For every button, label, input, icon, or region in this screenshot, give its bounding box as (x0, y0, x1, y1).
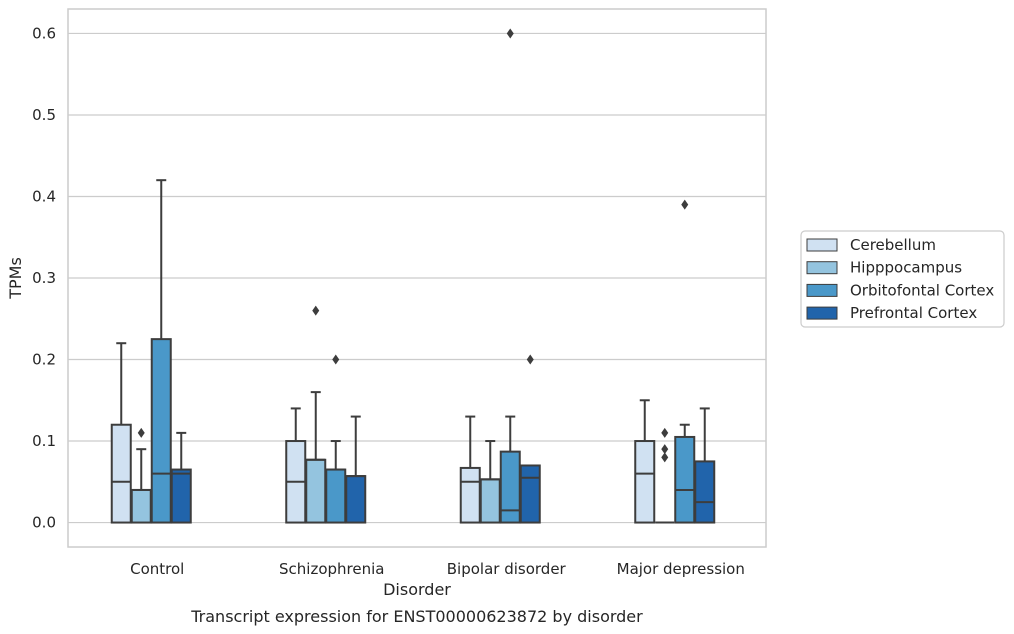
box-hipppocampus (655, 427, 675, 524)
legend-label: Orbitofontal Cortex (850, 281, 994, 299)
legend-frame (800, 230, 1005, 328)
outlier-point (661, 452, 669, 463)
box-body (479, 478, 501, 524)
box-body (130, 488, 152, 524)
box-body (170, 468, 192, 524)
plot-area-frame (67, 8, 767, 548)
x-tick-label: Schizophrenia (279, 560, 384, 578)
legend-label: Hipppocampus (850, 259, 962, 277)
outlier-point (526, 354, 534, 365)
box-body (150, 338, 172, 524)
box-orbitofontal-cortex (325, 354, 347, 524)
box-body (110, 423, 132, 524)
x-axis-ticks: Control Schizophrenia Bipolar disorder Majo… (130, 560, 745, 578)
y-tick-label: 0.0 (32, 514, 56, 532)
box-body (674, 435, 696, 524)
chart-title: Transcript expression for ENST0000062387… (190, 607, 643, 626)
y-tick-label: 0.5 (32, 106, 56, 124)
legend-swatch (806, 283, 838, 297)
y-tick-label: 0.4 (32, 187, 56, 205)
outlier-point (661, 444, 669, 455)
y-axis-label: TPMs (6, 257, 25, 300)
y-axis-ticks: 0.0 0.1 0.2 0.3 0.4 0.5 0.6 (32, 24, 56, 531)
box-body (694, 460, 716, 524)
box-hipppocampus (130, 427, 152, 524)
legend: Cerebellum Hipppocampus Orbitofontal Corte… (800, 230, 1005, 328)
box-prefrontal-cortex (170, 431, 192, 524)
x-tick-label: Control (130, 560, 184, 578)
box-body (634, 440, 656, 524)
box-prefrontal-cortex (694, 407, 716, 524)
legend-label: Cerebellum (850, 236, 936, 254)
box-body (499, 450, 521, 524)
box-orbitofontal-cortex (674, 199, 696, 524)
outlier-point (506, 28, 514, 39)
box-plots (110, 28, 716, 524)
box-cerebellum (634, 399, 656, 524)
box-body (325, 468, 347, 524)
legend-swatch (806, 261, 838, 275)
x-tick-label: Major depression (617, 560, 745, 578)
legend-swatch (806, 306, 838, 320)
box-body (519, 464, 541, 524)
legend-swatch (806, 238, 838, 252)
box-body (459, 466, 481, 524)
outlier-point (312, 305, 320, 316)
box-cerebellum (110, 342, 132, 524)
outlier-point (137, 427, 145, 438)
y-tick-label: 0.6 (32, 24, 56, 42)
legend-label: Prefrontal Cortex (850, 304, 977, 322)
outlier-point (681, 199, 689, 210)
box-body (345, 475, 367, 524)
box-body (305, 458, 327, 524)
y-tick-label: 0.1 (32, 432, 56, 450)
outlier-point (661, 427, 669, 438)
outlier-point (332, 354, 340, 365)
y-tick-label: 0.2 (32, 351, 56, 369)
box-orbitofontal-cortex (150, 179, 172, 524)
box-prefrontal-cortex (519, 354, 541, 524)
box-prefrontal-cortex (345, 415, 367, 524)
x-axis-label: Disorder (383, 580, 451, 599)
x-tick-label: Bipolar disorder (447, 560, 567, 578)
y-tick-label: 0.3 (32, 269, 56, 287)
